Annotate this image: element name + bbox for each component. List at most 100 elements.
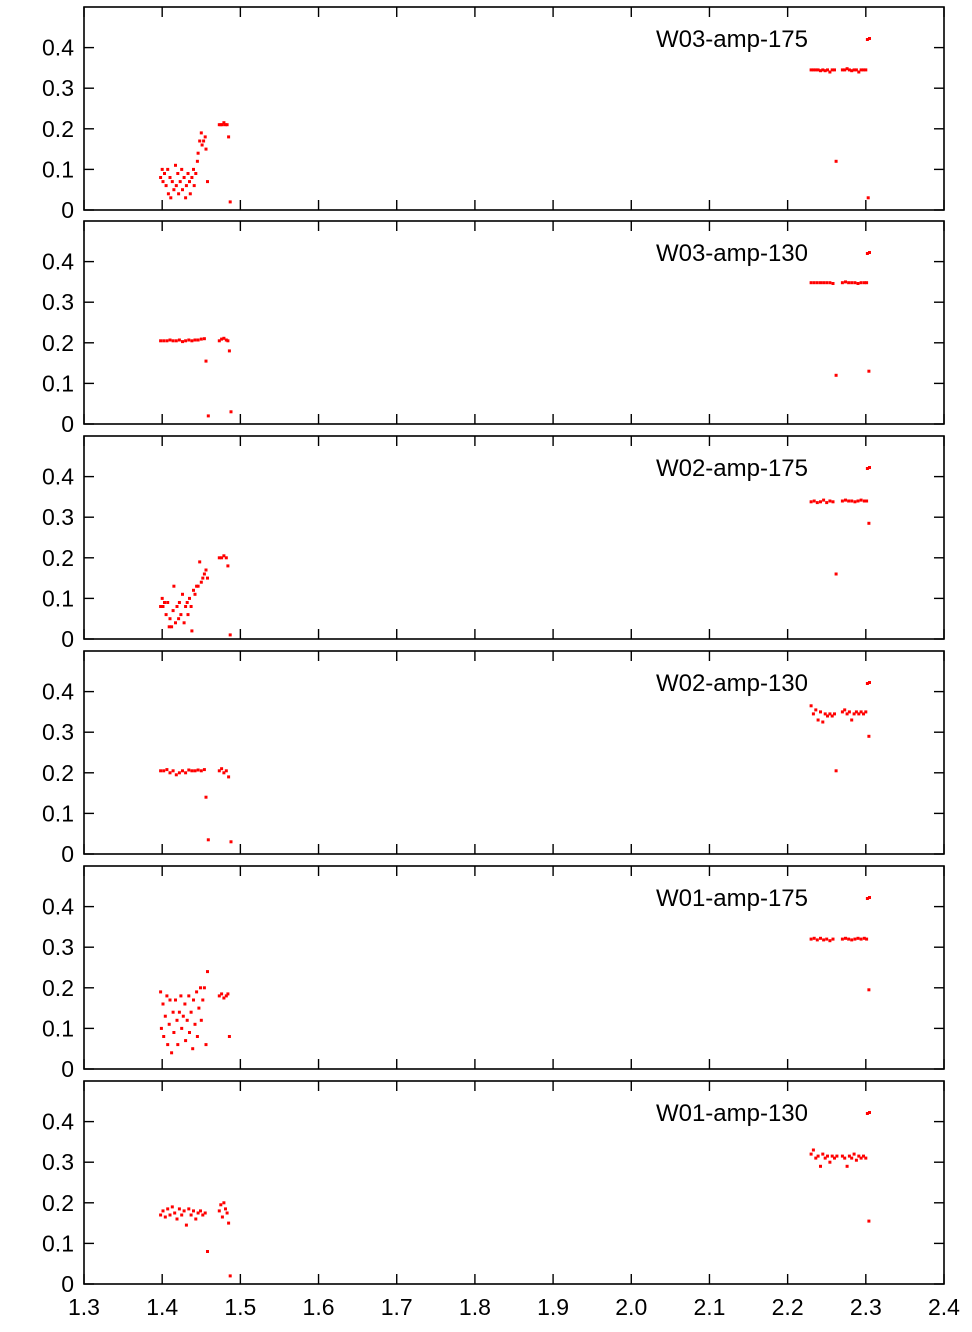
data-point [850, 938, 854, 942]
data-point [859, 498, 863, 502]
data-point [809, 937, 813, 941]
data-point [168, 771, 172, 775]
data-point [229, 840, 233, 844]
data-point [864, 1156, 868, 1160]
data-point [222, 336, 226, 340]
data-point [811, 712, 815, 716]
y-tick-label: 0.1 [42, 800, 74, 826]
x-tick-label: 1.3 [68, 1294, 100, 1320]
data-point [828, 939, 832, 943]
data-point [814, 1156, 818, 1160]
data-point [823, 69, 827, 73]
data-point [224, 1207, 227, 1211]
data-point [193, 338, 197, 342]
data-point [811, 68, 815, 72]
data-point [192, 588, 195, 592]
data-point [190, 339, 194, 343]
x-tick-label: 2.3 [850, 1294, 882, 1320]
data-point [222, 771, 226, 775]
legend-key-marker [868, 251, 871, 254]
data-point [834, 572, 838, 576]
data-point [828, 499, 832, 503]
data-point [190, 176, 194, 179]
data-point [847, 68, 851, 72]
legend-key-label: W01-amp-130 [656, 1100, 808, 1127]
data-point [220, 337, 224, 341]
data-point [168, 617, 172, 621]
data-point [197, 1006, 201, 1010]
y-tick-label: 0.4 [42, 464, 74, 490]
data-point [830, 714, 834, 718]
panel-frame [83, 435, 945, 640]
data-point [822, 498, 826, 502]
data-point [166, 601, 170, 604]
data-point [828, 1160, 832, 1164]
data-point [199, 1209, 202, 1213]
data-point [204, 147, 208, 151]
panel-5: 0 0.1 0.2 0.3 0.4 W01-amp-130 [42, 1080, 945, 1297]
data-point [843, 68, 847, 72]
data-point [165, 768, 169, 772]
data-point [178, 180, 182, 184]
data-point [857, 712, 861, 716]
data-point [819, 936, 822, 940]
data-point [220, 123, 224, 127]
x-tick-label: 2.4 [928, 1294, 960, 1320]
data-point [812, 281, 816, 285]
data-point [206, 970, 209, 974]
data-point [809, 1152, 813, 1156]
data-point [865, 682, 869, 685]
data-point [188, 192, 192, 196]
data-point [217, 769, 221, 773]
data-point [159, 605, 163, 608]
data-point [867, 369, 871, 373]
data-point [854, 68, 858, 72]
data-point [184, 184, 188, 188]
data-point [853, 500, 857, 504]
data-point [833, 1156, 836, 1160]
data-point [227, 1221, 231, 1225]
data-point [814, 708, 818, 712]
data-point [204, 568, 208, 572]
data-point [220, 992, 224, 996]
data-point [162, 1035, 166, 1038]
data-point [831, 500, 835, 504]
y-tick-label: 0.3 [42, 504, 74, 530]
panel-4: 0 0.1 0.2 0.3 0.4 W01-amp-175 [42, 865, 945, 1082]
data-point [828, 712, 832, 716]
data-point [201, 1213, 205, 1217]
data-point [222, 996, 226, 1000]
data-point [161, 1002, 165, 1006]
legend-key-label: W01-amp-175 [656, 885, 808, 912]
y-tick-label: 0.1 [42, 156, 74, 182]
data-point [184, 771, 188, 775]
data-point [194, 172, 198, 175]
data-point [161, 1209, 165, 1213]
data-point [174, 184, 178, 188]
data-point [226, 992, 230, 996]
data-point [159, 176, 163, 179]
data-point [204, 1043, 208, 1047]
data-point [202, 572, 206, 576]
data-point [179, 994, 183, 998]
data-point [184, 1223, 188, 1227]
data-point [220, 556, 224, 560]
data-point [217, 556, 221, 560]
data-point [862, 936, 866, 940]
data-point [835, 1154, 839, 1158]
data-point [196, 584, 200, 588]
data-point [184, 1039, 188, 1043]
data-point [847, 1154, 851, 1158]
data-point [219, 1203, 223, 1207]
data-point [809, 281, 813, 285]
data-point [224, 556, 228, 560]
panel-3: 0 0.1 0.2 0.3 0.4 W02-amp-130 [42, 650, 945, 867]
data-point [862, 1154, 865, 1158]
data-point [865, 252, 869, 255]
data-point [166, 1043, 170, 1047]
data-point [166, 192, 170, 196]
data-point [229, 410, 233, 414]
legend-key-label: W02-amp-175 [656, 455, 808, 482]
y-tick-label: 0.2 [42, 975, 74, 1001]
